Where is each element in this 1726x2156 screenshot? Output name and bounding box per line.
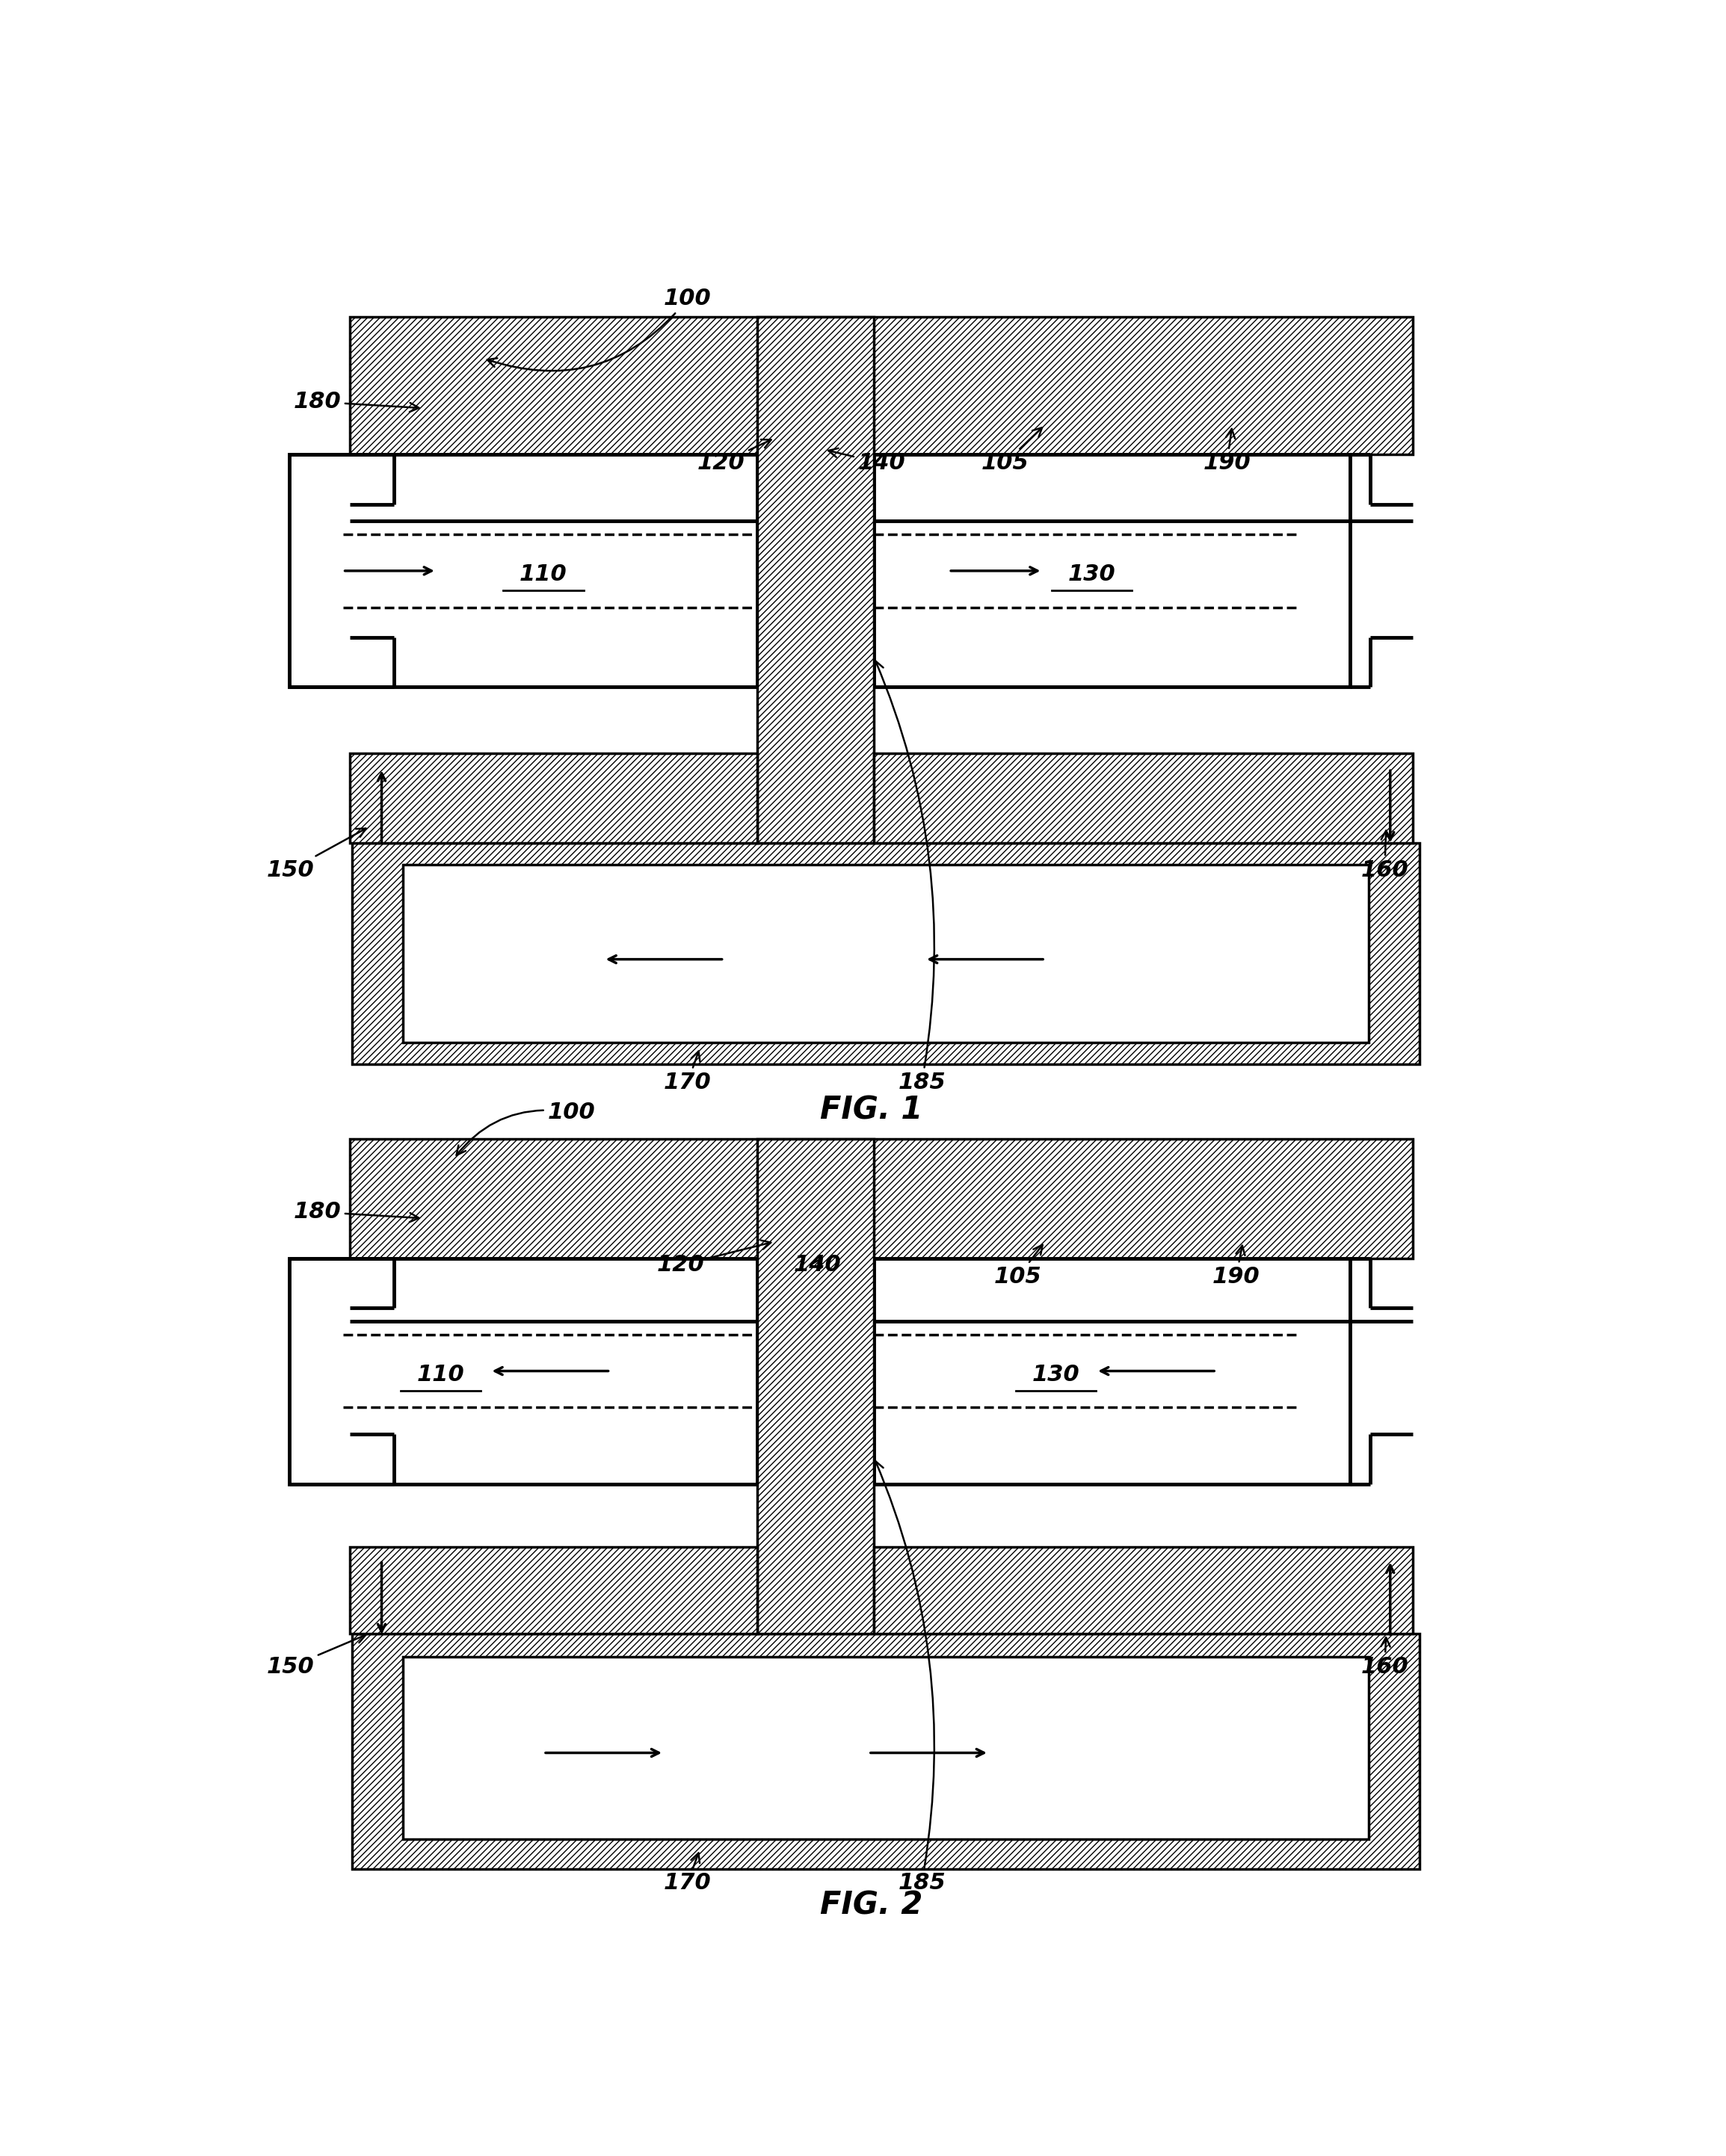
Text: 190: 190 [1212, 1246, 1260, 1287]
Bar [352, 843, 1419, 1063]
Bar [402, 1656, 1369, 1839]
Text: 185: 185 [875, 662, 946, 1093]
Text: 110: 110 [416, 1363, 464, 1384]
Bar [873, 455, 1350, 688]
Text: FIG. 1: FIG. 1 [820, 1095, 922, 1125]
Bar [290, 455, 758, 688]
Text: 170: 170 [665, 1052, 711, 1093]
Text: 130: 130 [1068, 563, 1115, 584]
Bar [349, 317, 1414, 455]
Bar [873, 1548, 1414, 1634]
Text: 120: 120 [697, 440, 772, 474]
Bar [349, 1138, 1414, 1259]
Text: FIG. 2: FIG. 2 [820, 1891, 922, 1921]
Bar [349, 752, 758, 843]
Bar [873, 752, 1414, 843]
Text: 105: 105 [980, 427, 1043, 474]
Text: 100: 100 [456, 1102, 595, 1156]
Text: 150: 150 [266, 828, 366, 882]
Text: 130: 130 [1032, 1363, 1080, 1384]
Text: 140: 140 [828, 448, 906, 474]
Bar [352, 1634, 1419, 1869]
Text: 110: 110 [520, 563, 568, 584]
Text: 190: 190 [1203, 429, 1251, 474]
Text: 180: 180 [293, 1201, 419, 1222]
Text: 120: 120 [658, 1240, 772, 1276]
Text: 105: 105 [994, 1244, 1043, 1287]
Text: 160: 160 [1360, 1636, 1408, 1677]
Text: 180: 180 [293, 390, 419, 412]
Bar [402, 865, 1369, 1041]
Bar [758, 317, 873, 843]
Bar [758, 1138, 873, 1634]
Text: 185: 185 [875, 1462, 946, 1893]
Text: 160: 160 [1360, 830, 1408, 882]
Text: 140: 140 [794, 1255, 841, 1276]
Bar [290, 1259, 758, 1483]
Bar [873, 1259, 1350, 1483]
Text: 150: 150 [266, 1634, 366, 1677]
Text: 170: 170 [665, 1852, 711, 1893]
Text: 100: 100 [487, 289, 711, 371]
Bar [349, 1548, 758, 1634]
